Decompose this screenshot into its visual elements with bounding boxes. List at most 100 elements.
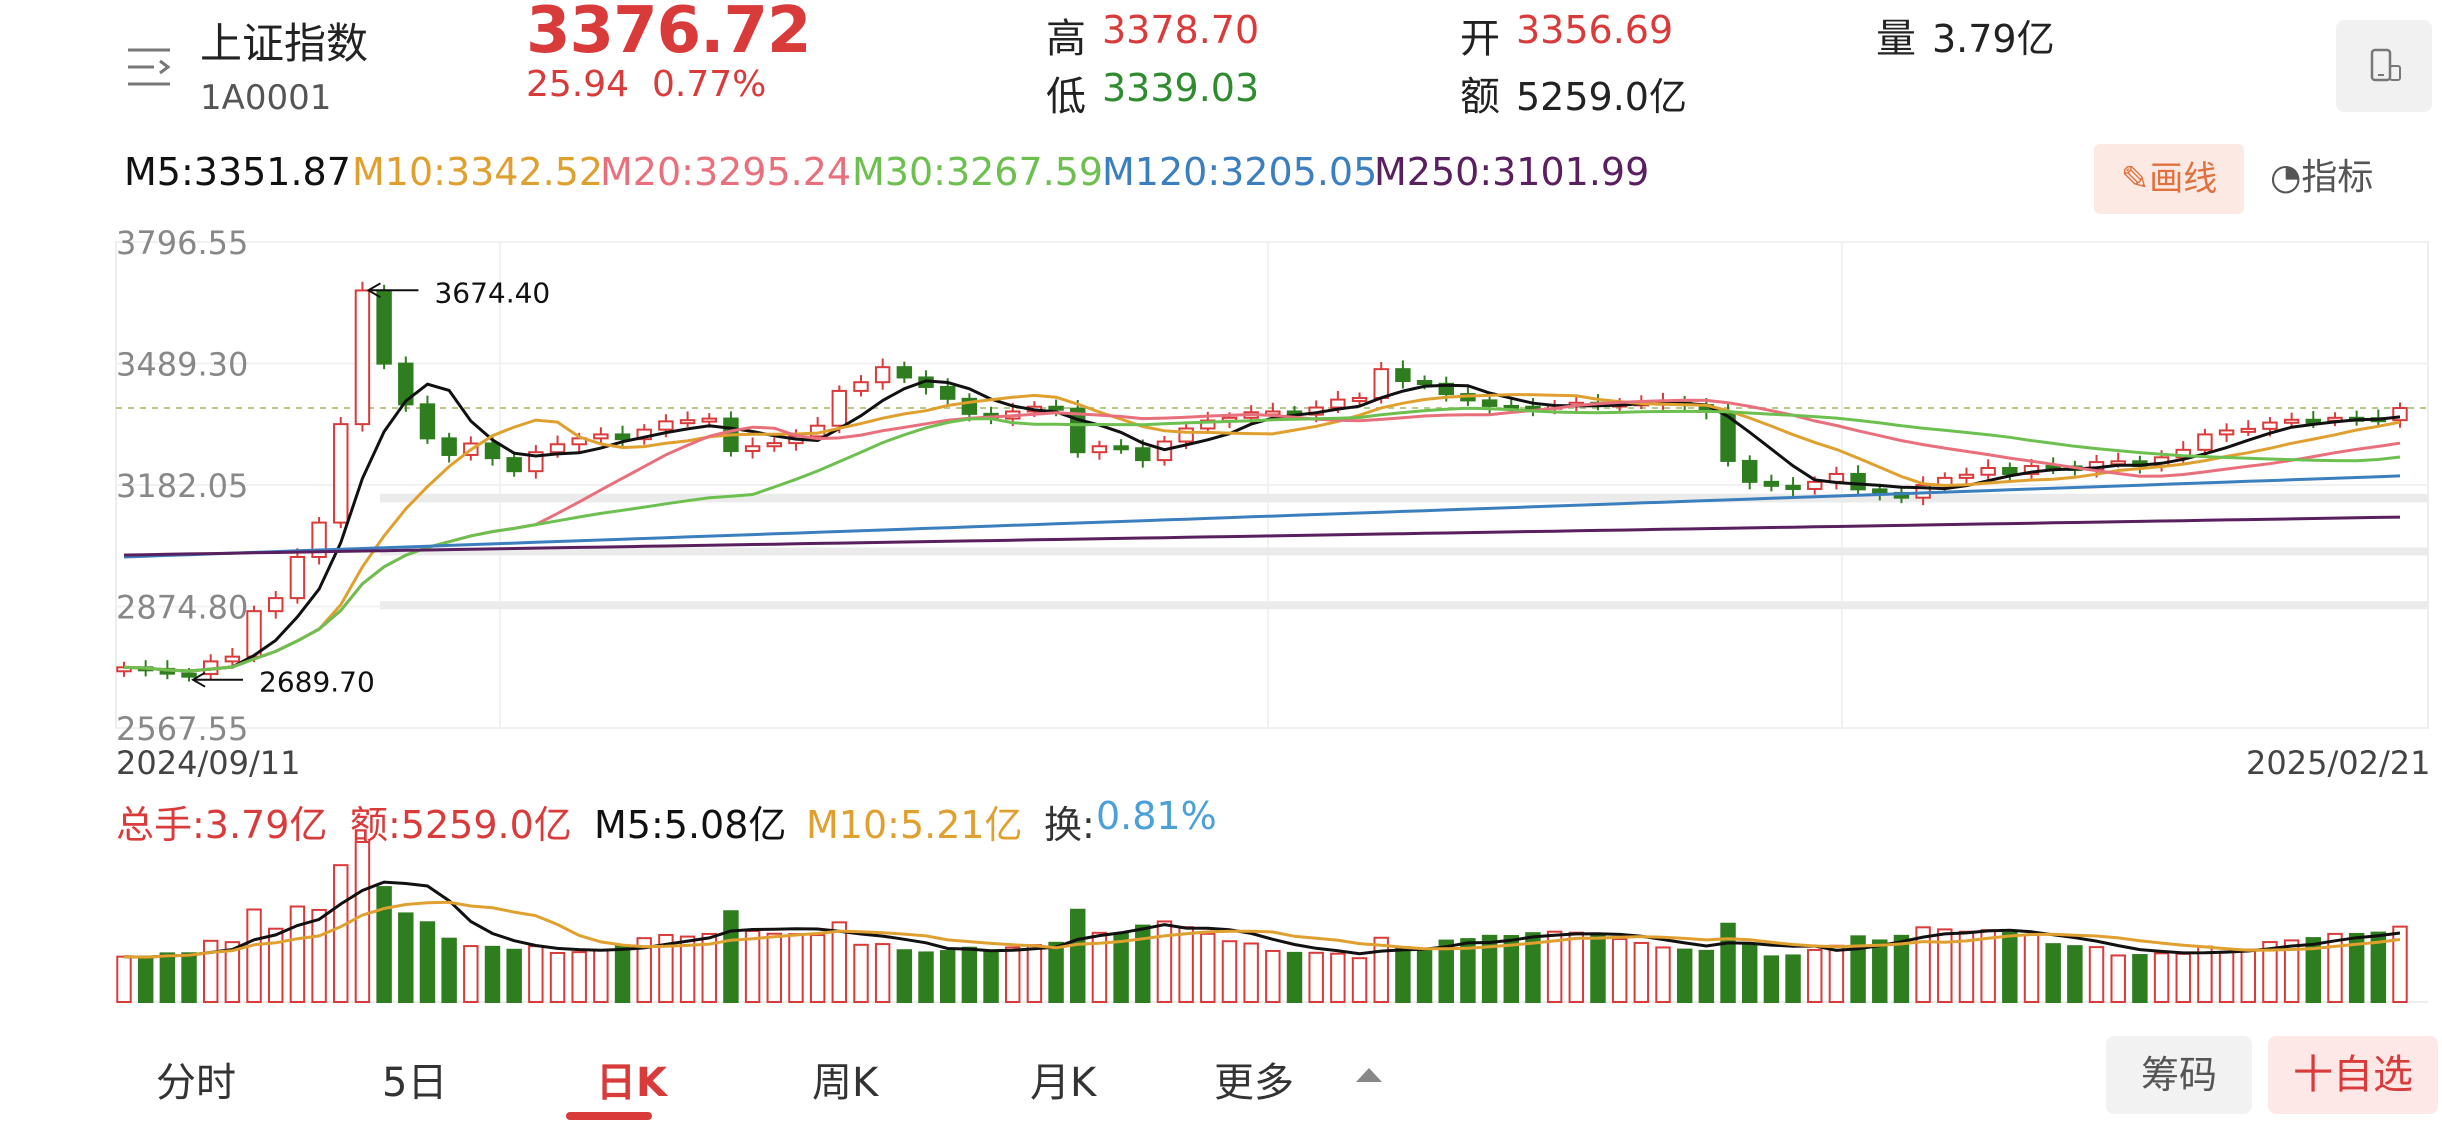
volume-bar-up xyxy=(2023,933,2040,1004)
volume-bar-down xyxy=(484,945,501,1004)
ma10-line xyxy=(123,393,2401,673)
active-tab-underline xyxy=(566,1112,652,1120)
chip-distribution-button[interactable]: 筹码 xyxy=(2106,1036,2252,1114)
high-value: 3378.70 xyxy=(1102,8,1260,52)
candle-down xyxy=(2305,418,2322,424)
tab-monthly-k[interactable]: 月K xyxy=(1030,1060,1097,1106)
candle-up xyxy=(1200,419,1216,430)
candle-up xyxy=(766,442,783,448)
amount-legend: 额:5259.0亿 xyxy=(350,803,572,847)
candle-down xyxy=(1741,459,1758,483)
volume-bar-down xyxy=(1698,949,1715,1003)
volume-bar-down xyxy=(2305,937,2322,1003)
volume-bar-up xyxy=(2153,952,2170,1003)
volume-bar-up xyxy=(202,939,219,1004)
y-tick-label: 3182.05 xyxy=(116,467,248,505)
volume-bar-up xyxy=(2218,950,2235,1004)
candle-down xyxy=(1785,484,1801,490)
tab-5day[interactable]: 5日 xyxy=(382,1060,448,1106)
open-label: 开 xyxy=(1460,16,1500,62)
candle-up xyxy=(2197,433,2213,451)
tab-daily-k[interactable]: 日K xyxy=(596,1060,667,1106)
volume-bar-down xyxy=(961,946,978,1003)
volume-bar-up xyxy=(766,932,783,1003)
volume-bar-down xyxy=(723,910,739,1003)
volume-bar-down xyxy=(1460,938,1476,1004)
volume-ma10-line xyxy=(123,900,2401,959)
volume-bar-up xyxy=(1200,932,1216,1003)
volume-bar-down xyxy=(1850,935,1866,1003)
y-tick-label: 3796.55 xyxy=(116,224,248,262)
volume-bar-up xyxy=(1633,941,1650,1003)
ma30-legend: M30:3267.59 xyxy=(852,150,1104,194)
indicator-button[interactable]: ◔指标 xyxy=(2270,148,2373,200)
volume-bar-up xyxy=(874,943,891,1003)
volume-bar-down xyxy=(159,952,176,1003)
ma10-legend: M10:3342.52 xyxy=(352,150,604,194)
volume-bar-up xyxy=(528,945,544,1003)
volume-bar-up xyxy=(701,932,717,1004)
volume-bar-up xyxy=(2327,932,2343,1004)
volume-bar-up xyxy=(1221,940,1238,1003)
volume-bar-up xyxy=(593,949,609,1003)
volume-bar-up xyxy=(1828,944,1845,1003)
candle-up xyxy=(2218,429,2235,436)
price-change-percent: 0.77% xyxy=(652,64,767,105)
volume-bar-up xyxy=(1807,948,1823,1003)
y-tick-label: 2874.80 xyxy=(116,589,248,627)
volume-bar-down xyxy=(1113,932,1129,1004)
candle-up xyxy=(2240,427,2256,433)
current-price: 3376.72 xyxy=(526,0,811,68)
ma250-line xyxy=(123,515,2401,557)
stock-code: 1A0001 xyxy=(200,78,332,118)
volume-bar-down xyxy=(1741,943,1758,1004)
ma20-legend: M20:3295.24 xyxy=(600,150,852,194)
add-watchlist-button[interactable]: 十自选 xyxy=(2268,1036,2438,1114)
volume-bar-down xyxy=(2067,945,2083,1004)
candle-up xyxy=(874,366,891,384)
volume-bar-up xyxy=(289,905,306,1004)
volume-bar-up xyxy=(1546,930,1563,1004)
volume-bar-up xyxy=(549,951,566,1004)
candle-up xyxy=(679,419,696,425)
caret-up-icon[interactable] xyxy=(1354,1064,1384,1084)
volume-bar-up xyxy=(1091,931,1108,1004)
volume-bar-up xyxy=(2262,941,2278,1003)
candle-down xyxy=(484,442,501,460)
tab-intraday[interactable]: 分时 xyxy=(156,1060,236,1106)
menu-icon[interactable] xyxy=(124,44,174,90)
volume-bar-up xyxy=(333,864,349,1004)
candle-down xyxy=(1416,380,1433,386)
volume-bar-up xyxy=(1915,926,1931,1003)
candle-down xyxy=(2002,467,2018,475)
candle-down xyxy=(614,433,631,441)
candle-up xyxy=(1330,398,1346,409)
volume-bar-down xyxy=(2045,943,2061,1004)
candle-up xyxy=(224,655,241,663)
price-change: 25.94 xyxy=(526,64,630,105)
vol-ma10-legend: M10:5.21亿 xyxy=(806,803,1023,847)
volume-bar-up xyxy=(354,841,371,1003)
volume-bar-up xyxy=(1568,931,1585,1003)
volume-bar-down xyxy=(1785,954,1801,1004)
volume-bar-down xyxy=(1525,932,1541,1003)
volume-bar-down xyxy=(2002,931,2018,1004)
volume-bar-down xyxy=(1481,934,1498,1003)
volume-bar-up xyxy=(1156,920,1173,1003)
volume-bar-down xyxy=(506,948,522,1004)
y-tick-label: 3489.30 xyxy=(116,346,248,384)
volume-bar-down xyxy=(939,950,956,1004)
open-value: 3356.69 xyxy=(1516,8,1674,52)
draw-line-button[interactable]: ✎画线 xyxy=(2094,144,2244,214)
support-band xyxy=(380,601,2428,610)
turnover-value: 0.81% xyxy=(1096,794,1217,838)
candle-up xyxy=(1807,480,1823,490)
candle-down xyxy=(1481,399,1498,407)
tab-more[interactable]: 更多 xyxy=(1214,1060,1294,1106)
volume-ma5-line xyxy=(123,880,2401,959)
volume-bar-down xyxy=(1438,939,1454,1004)
landscape-toggle-button[interactable] xyxy=(2336,20,2432,112)
candle-down xyxy=(1135,447,1151,462)
tab-weekly-k[interactable]: 周K xyxy=(812,1060,879,1106)
